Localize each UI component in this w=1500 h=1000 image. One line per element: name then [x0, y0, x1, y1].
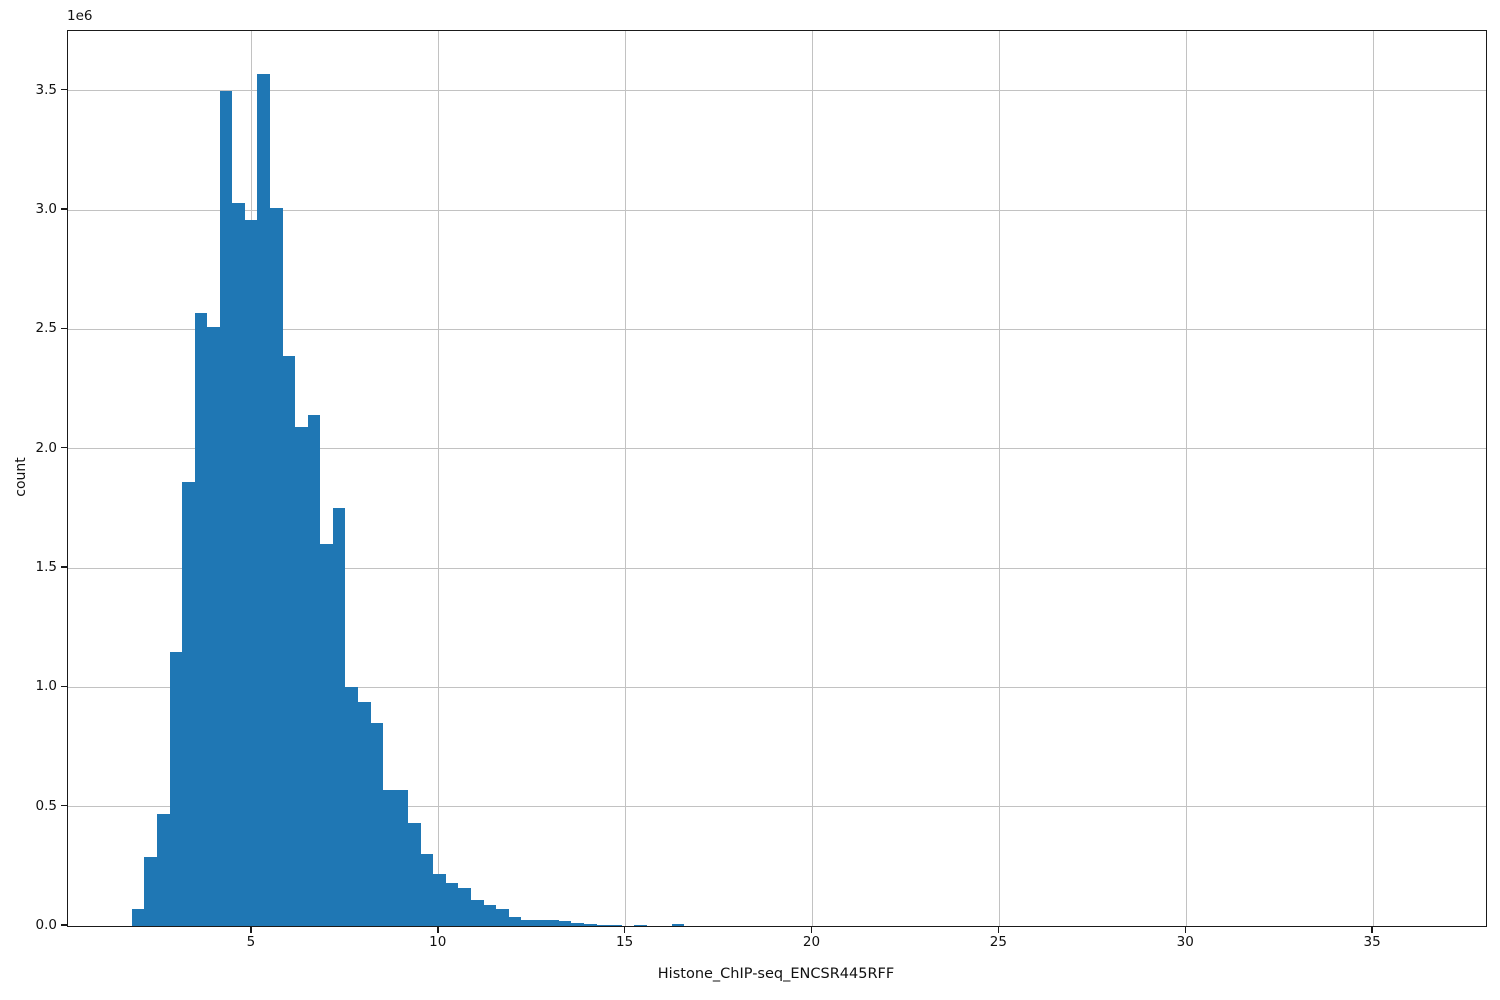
y-tick-label: 3.0 — [35, 201, 57, 217]
histogram-bar — [320, 544, 333, 926]
y-tick-label: 0.5 — [35, 797, 57, 814]
y-tick-mark — [61, 924, 67, 926]
histogram-bar — [169, 651, 183, 926]
histogram-bar — [357, 701, 371, 926]
histogram-bar — [144, 856, 158, 926]
histogram-bar — [345, 687, 358, 926]
y-gridline — [68, 328, 1486, 330]
histogram-bar — [307, 415, 321, 926]
y-gridline — [68, 209, 1486, 211]
x-gridline — [438, 31, 440, 926]
x-tick-mark — [250, 926, 252, 933]
y-axis-offset-label: 1e6 — [67, 8, 93, 24]
histogram-bar — [583, 924, 597, 926]
x-gridline — [1185, 31, 1187, 926]
x-tick-label: 35 — [1363, 934, 1381, 950]
histogram-bar — [219, 90, 233, 926]
histogram-bar — [370, 723, 384, 926]
y-tick-label: 1.5 — [35, 559, 57, 575]
histogram-bar — [383, 789, 396, 926]
histogram-bar — [445, 883, 459, 926]
histogram-bar — [634, 924, 647, 926]
histogram-bar — [408, 823, 421, 926]
x-tick-mark — [810, 926, 813, 933]
histogram-bar — [508, 917, 522, 926]
y-gridline — [68, 567, 1486, 569]
histogram-bar — [295, 427, 308, 926]
histogram-bar — [395, 789, 409, 926]
y-gridline — [68, 448, 1486, 450]
histogram-bar — [131, 909, 145, 926]
x-tick-mark — [1184, 926, 1186, 933]
histogram-bar — [546, 920, 559, 926]
y-tick-mark — [61, 88, 67, 91]
histogram-bar — [194, 312, 208, 926]
histogram-bar — [282, 355, 296, 926]
histogram-bar — [496, 909, 509, 926]
histogram-bar — [420, 854, 434, 926]
x-gridline — [998, 31, 1000, 926]
y-tick-mark — [61, 327, 67, 330]
y-tick-label: 2.0 — [35, 439, 57, 456]
histogram-bar — [270, 207, 283, 926]
x-gridline — [625, 31, 627, 926]
histogram-bar — [458, 887, 471, 926]
histogram-bar — [182, 482, 195, 926]
histogram-bar — [483, 904, 497, 926]
x-tick-label: 20 — [802, 934, 821, 950]
y-tick-mark — [61, 685, 67, 688]
y-gridline — [68, 806, 1486, 808]
histogram-bar — [232, 202, 245, 926]
histogram-bar — [207, 326, 220, 926]
y-tick-label: 1.0 — [35, 678, 57, 695]
histogram-bar — [433, 873, 446, 926]
y-tick-mark — [61, 566, 67, 568]
y-tick-mark — [61, 446, 67, 449]
x-gridline — [1372, 31, 1374, 926]
y-tick-label: 0.0 — [35, 917, 57, 933]
x-tick-label: 5 — [246, 934, 256, 950]
x-gridline — [812, 31, 813, 926]
histogram-bar — [533, 920, 547, 926]
x-tick-label: 25 — [989, 934, 1007, 950]
histogram-bar — [157, 813, 170, 926]
x-tick-label: 15 — [616, 934, 634, 950]
x-tick-mark — [1371, 926, 1373, 933]
histogram-bar — [470, 899, 484, 926]
x-axis-label: Histone_ChIP-seq_ENCSR445RFF — [657, 966, 895, 982]
histogram-bar — [596, 924, 610, 926]
histogram-bar — [332, 508, 346, 926]
y-gridline — [68, 90, 1486, 92]
histogram-bar — [257, 73, 271, 926]
histogram-bar — [521, 919, 534, 926]
histogram-bar — [671, 924, 685, 926]
histogram-bar — [571, 922, 584, 926]
y-tick-mark — [61, 804, 67, 807]
y-tick-mark — [61, 208, 67, 210]
plot-area — [67, 30, 1487, 927]
histogram-bar — [244, 219, 258, 926]
x-tick-mark — [997, 926, 1000, 933]
y-axis-label: count — [13, 457, 29, 497]
y-tick-label: 2.5 — [35, 320, 57, 337]
histogram-bar — [609, 925, 622, 926]
histogram-bar — [558, 921, 572, 926]
y-tick-label: 3.5 — [35, 81, 57, 98]
x-tick-label: 30 — [1176, 934, 1194, 950]
x-tick-label: 10 — [429, 934, 447, 950]
x-tick-mark — [437, 926, 439, 933]
y-gridline — [68, 686, 1486, 688]
x-tick-mark — [623, 926, 626, 933]
